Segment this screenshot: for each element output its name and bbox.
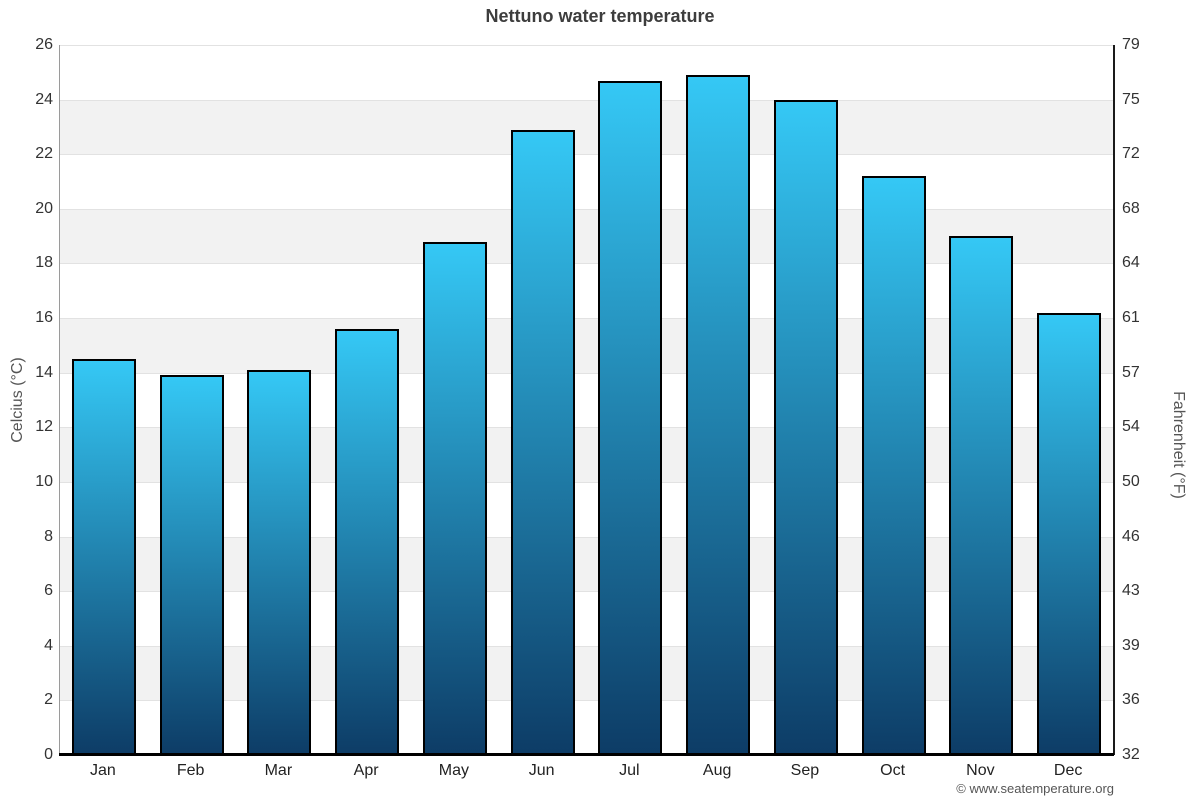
y-tick-fahrenheit: 68: [1122, 199, 1140, 217]
plot-band: [60, 99, 1113, 155]
bar-nov: [949, 236, 1014, 755]
gridline: [60, 318, 1113, 320]
bar-jan: [71, 359, 136, 755]
gridline: [60, 427, 1113, 429]
y-tick-celsius: 14: [35, 363, 53, 381]
y-tick-fahrenheit: 43: [1122, 582, 1140, 600]
bar-aug: [686, 75, 751, 755]
gridline: [60, 645, 1113, 647]
y-tick-fahrenheit: 39: [1122, 636, 1140, 654]
x-tick-nov: Nov: [966, 762, 995, 779]
bar-may: [422, 241, 487, 755]
bar-sep: [773, 99, 838, 755]
y-tick-celsius: 18: [35, 254, 53, 272]
y-tick-celsius: 16: [35, 309, 53, 327]
y-tick-celsius: 22: [35, 145, 53, 163]
y-tick-celsius: 12: [35, 418, 53, 436]
gridline: [60, 536, 1113, 538]
y-tick-fahrenheit: 32: [1122, 746, 1140, 763]
gridline: [60, 700, 1113, 702]
plot-band: [60, 45, 1113, 100]
y-tick-celsius: 24: [35, 90, 53, 108]
x-tick-oct: Oct: [880, 762, 906, 779]
y-tick-fahrenheit: 79: [1122, 36, 1140, 53]
gridline: [60, 45, 1113, 46]
x-tick-jan: Jan: [89, 762, 116, 779]
bar-apr: [335, 329, 400, 755]
y-tick-celsius: 6: [44, 582, 53, 600]
plot-band: [60, 372, 1113, 428]
plot-band: [60, 645, 1113, 701]
watermark-credit-link[interactable]: © www.seatemperature.org: [956, 781, 1114, 796]
y-tick-celsius: 0: [44, 746, 53, 763]
plot-band: [60, 208, 1113, 264]
bar-jun: [510, 129, 575, 755]
x-tick-jul: Jul: [619, 762, 640, 779]
x-tick-jun: Jun: [528, 762, 555, 779]
x-axis-line: [59, 753, 1114, 756]
plot-area: [59, 45, 1115, 755]
y-tick-fahrenheit: 46: [1122, 527, 1140, 545]
bar-oct: [861, 176, 926, 755]
x-tick-dec: Dec: [1053, 762, 1083, 779]
y-tick-fahrenheit: 57: [1122, 363, 1140, 381]
y-tick-celsius: 8: [44, 527, 53, 545]
x-tick-mar: Mar: [264, 762, 293, 779]
y-tick-celsius: 26: [35, 36, 53, 53]
plot-band: [60, 154, 1113, 209]
bar-feb: [159, 375, 224, 755]
plot-band: [60, 427, 1113, 482]
y-tick-fahrenheit: 36: [1122, 691, 1140, 709]
plot-band: [60, 481, 1113, 537]
gridline: [60, 591, 1113, 593]
y-tick-fahrenheit: 72: [1122, 145, 1140, 163]
bar-jul: [598, 80, 663, 755]
x-tick-may: May: [438, 762, 469, 779]
y-tick-fahrenheit: 64: [1122, 254, 1140, 272]
plot-band: [60, 591, 1113, 646]
x-tick-aug: Aug: [702, 762, 732, 779]
y-tick-fahrenheit: 50: [1122, 472, 1140, 490]
gridline: [60, 154, 1113, 156]
y-tick-fahrenheit: 75: [1122, 90, 1140, 108]
y-tick-fahrenheit: 54: [1122, 418, 1140, 436]
plot-band: [60, 700, 1113, 755]
gridline: [60, 481, 1113, 483]
gridline: [60, 263, 1113, 265]
plot-band: [60, 318, 1113, 373]
plot-band: [60, 536, 1113, 592]
gridline: [60, 372, 1113, 374]
gridline: [60, 99, 1113, 101]
bar-mar: [247, 369, 312, 755]
x-tick-feb: Feb: [176, 762, 205, 779]
y-tick-celsius: 10: [35, 472, 53, 490]
y-tick-celsius: 2: [44, 691, 53, 709]
y-tick-fahrenheit: 61: [1122, 309, 1140, 327]
x-tick-apr: Apr: [353, 762, 379, 779]
x-tick-sep: Sep: [790, 762, 820, 779]
y-tick-celsius: 4: [44, 636, 53, 654]
chart-title: Nettuno water temperature: [485, 6, 715, 26]
gridline: [60, 208, 1113, 210]
bar-dec: [1037, 312, 1102, 755]
plot-band: [60, 263, 1113, 319]
y-tick-celsius: 20: [35, 199, 53, 217]
